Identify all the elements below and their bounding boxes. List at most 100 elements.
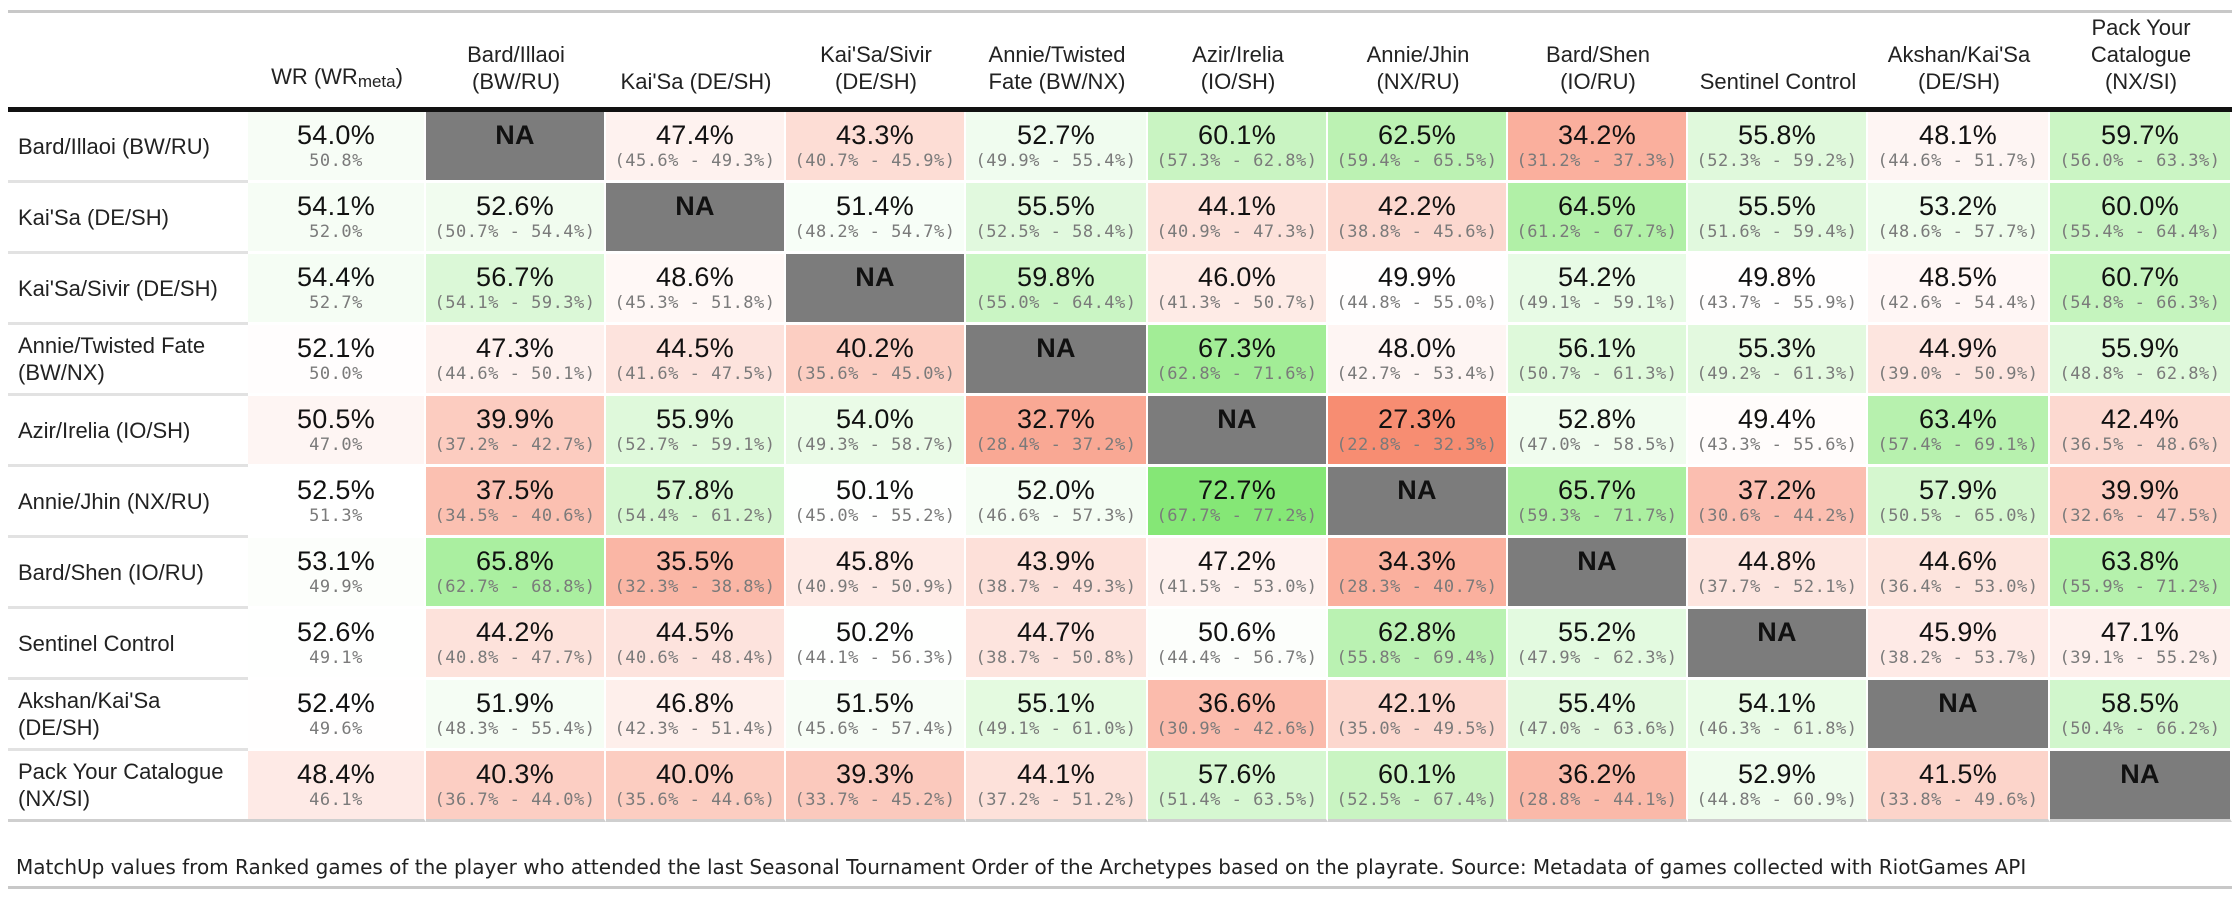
cell-interval: (40.9% - 50.9%)	[794, 577, 956, 597]
cell-interval: (52.3% - 59.2%)	[1696, 151, 1858, 171]
cell-interval: (50.5% - 65.0%)	[1877, 506, 2039, 526]
column-header-wr-end: )	[395, 64, 403, 89]
matchup-cell: 27.3% (22.8% - 32.3%)	[1328, 396, 1508, 467]
matchup-cell: 55.9% (52.7% - 59.1%)	[606, 396, 786, 467]
matchup-cell: 34.3% (28.3% - 40.7%)	[1328, 538, 1508, 609]
matchup-cell: NA	[1328, 467, 1508, 538]
matchup-cell: 65.8% (62.7% - 68.8%)	[426, 538, 606, 609]
cell-value: 42.4%	[2100, 404, 2180, 434]
matchup-cell: 49.8% (43.7% - 55.9%)	[1688, 254, 1868, 325]
cell-value: 43.9%	[1016, 546, 1096, 576]
cell-interval: (37.2% - 42.7%)	[434, 435, 596, 455]
cell-sub-value: 50.8%	[309, 151, 363, 171]
matchup-cell: 52.8% (47.0% - 58.5%)	[1508, 396, 1688, 467]
cell-interval: (41.5% - 53.0%)	[1156, 577, 1318, 597]
matchup-cell: 51.9% (48.3% - 55.4%)	[426, 680, 606, 751]
cell-value: 34.3%	[1377, 546, 1457, 576]
column-header: Annie/Jhin (NX/RU)	[1328, 14, 1508, 112]
cell-interval: (50.7% - 54.4%)	[434, 222, 596, 242]
table-row: Annie/Jhin (NX/RU) 52.5% 51.3% 37.5% (34.5% …	[8, 467, 2232, 538]
cell-interval: (30.6% - 44.2%)	[1696, 506, 1858, 526]
matchup-cell: NA	[2050, 751, 2232, 822]
cell-value: 55.8%	[1737, 120, 1817, 150]
cell-value: 39.9%	[475, 404, 555, 434]
cell-wr: 54.1% 52.0%	[248, 183, 426, 254]
cell-value: 40.3%	[475, 759, 555, 789]
column-header: Bard/Illaoi (BW/RU)	[426, 14, 606, 112]
cell-interval: (52.5% - 58.4%)	[975, 222, 1137, 242]
matchup-cell: 63.4% (57.4% - 69.1%)	[1868, 396, 2050, 467]
matchup-cell: 60.7% (54.8% - 66.3%)	[2050, 254, 2232, 325]
matchup-cell: 50.1% (45.0% - 55.2%)	[786, 467, 966, 538]
matchup-cell: 51.4% (48.2% - 54.7%)	[786, 183, 966, 254]
cell-value: 37.5%	[475, 475, 555, 505]
cell-value: 36.6%	[1197, 688, 1277, 718]
table-row: Akshan/Kai'Sa (DE/SH) 52.4% 49.6% 51.9% (48.…	[8, 680, 2232, 751]
cell-value: 54.1%	[1737, 688, 1817, 718]
cell-interval: (42.7% - 53.4%)	[1336, 364, 1498, 384]
cell-interval: (31.2% - 37.3%)	[1516, 151, 1678, 171]
cell-value: 53.1%	[296, 546, 376, 576]
matchup-cell: 67.3% (62.8% - 71.6%)	[1148, 325, 1328, 396]
cell-value: 52.7%	[1016, 120, 1096, 150]
cell-interval: (32.3% - 38.8%)	[614, 577, 776, 597]
cell-value: 54.1%	[296, 191, 376, 221]
column-header: Azir/Irelia (IO/SH)	[1148, 14, 1328, 112]
cell-interval: (47.9% - 62.3%)	[1516, 648, 1678, 668]
matchup-cell: 41.5% (33.8% - 49.6%)	[1868, 751, 2050, 822]
matchup-cell: 52.0% (46.6% - 57.3%)	[966, 467, 1148, 538]
cell-value: 27.3%	[1377, 404, 1457, 434]
cell-value: 47.4%	[655, 120, 735, 150]
cell-value: 44.1%	[1197, 191, 1277, 221]
cell-sub-value: 49.6%	[309, 719, 363, 739]
cell-value: 46.8%	[655, 688, 735, 718]
matchup-cell: 54.2% (49.1% - 59.1%)	[1508, 254, 1688, 325]
cell-interval: (28.3% - 40.7%)	[1336, 577, 1498, 597]
cell-interval: (43.7% - 55.9%)	[1696, 293, 1858, 313]
cell-interval: (33.8% - 49.6%)	[1877, 790, 2039, 810]
table-row: Sentinel Control 52.6% 49.1% 44.2% (40.8% - …	[8, 609, 2232, 680]
cell-sub-value: 51.3%	[309, 506, 363, 526]
cell-value: 57.9%	[1918, 475, 1998, 505]
row-label: Annie/Jhin (NX/RU)	[8, 467, 248, 538]
cell-interval: (49.1% - 59.1%)	[1516, 293, 1678, 313]
cell-interval: (54.4% - 61.2%)	[614, 506, 776, 526]
cell-sub-value: 52.0%	[309, 222, 363, 242]
matchup-cell: 44.6% (36.4% - 53.0%)	[1868, 538, 2050, 609]
matchup-cell: 57.9% (50.5% - 65.0%)	[1868, 467, 2050, 538]
cell-value: 54.4%	[296, 262, 376, 292]
row-label: Azir/Irelia (IO/SH)	[8, 396, 248, 467]
header-row: WR (WRmeta) Bard/Illaoi (BW/RU) Kai'Sa (DE…	[8, 14, 2232, 112]
cell-interval: (41.3% - 50.7%)	[1156, 293, 1318, 313]
matchup-cell: 39.3% (33.7% - 45.2%)	[786, 751, 966, 822]
row-label: Bard/Shen (IO/RU)	[8, 538, 248, 609]
matchup-cell: 52.6% (50.7% - 54.4%)	[426, 183, 606, 254]
cell-value: 58.5%	[2100, 688, 2180, 718]
cell-value: 44.5%	[655, 617, 735, 647]
matchup-table: WR (WRmeta) Bard/Illaoi (BW/RU) Kai'Sa (DE…	[8, 14, 2232, 822]
cell-interval: (56.0% - 63.3%)	[2059, 151, 2221, 171]
cell-interval: (51.6% - 59.4%)	[1696, 222, 1858, 242]
matchup-cell: 37.5% (34.5% - 40.6%)	[426, 467, 606, 538]
matchup-cell: 59.8% (55.0% - 64.4%)	[966, 254, 1148, 325]
cell-interval: (49.1% - 61.0%)	[975, 719, 1137, 739]
cell-value: NA	[675, 191, 715, 221]
column-header: Kai'Sa/Sivir (DE/SH)	[786, 14, 966, 112]
cell-value: NA	[1036, 333, 1076, 363]
matchup-cell: 46.8% (42.3% - 51.4%)	[606, 680, 786, 751]
cell-interval: (59.3% - 71.7%)	[1516, 506, 1678, 526]
cell-interval: (52.5% - 67.4%)	[1336, 790, 1498, 810]
matchup-cell: 36.2% (28.8% - 44.1%)	[1508, 751, 1688, 822]
matchup-cell: 51.5% (45.6% - 57.4%)	[786, 680, 966, 751]
cell-value: 55.5%	[1737, 191, 1817, 221]
cell-interval: (48.2% - 54.7%)	[794, 222, 956, 242]
column-header: Sentinel Control	[1688, 14, 1868, 112]
cell-value: 48.6%	[655, 262, 735, 292]
cell-interval: (62.7% - 68.8%)	[434, 577, 596, 597]
cell-value: 50.2%	[835, 617, 915, 647]
cell-interval: (40.7% - 45.9%)	[794, 151, 956, 171]
cell-interval: (44.6% - 50.1%)	[434, 364, 596, 384]
matchup-cell: 56.7% (54.1% - 59.3%)	[426, 254, 606, 325]
cell-value: 44.9%	[1918, 333, 1998, 363]
row-label: Pack Your Catalogue (NX/SI)	[8, 751, 248, 822]
